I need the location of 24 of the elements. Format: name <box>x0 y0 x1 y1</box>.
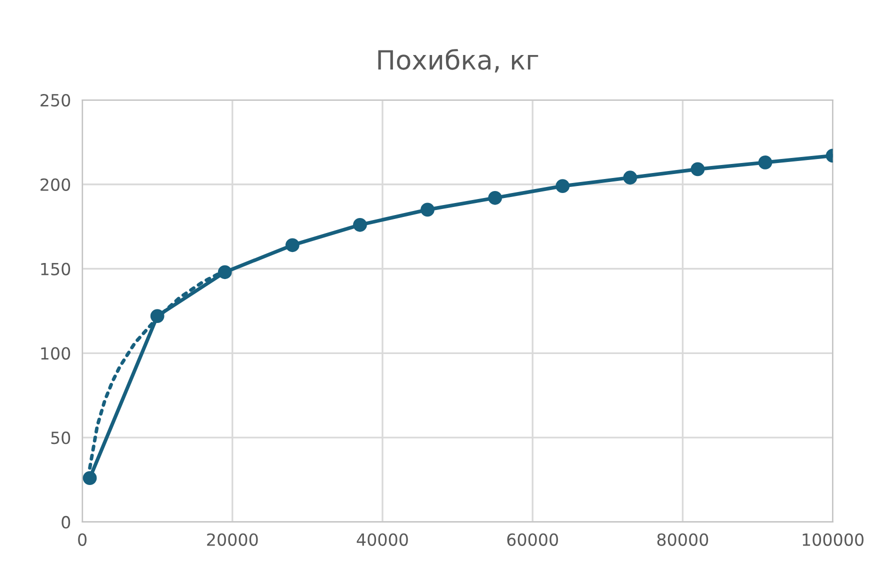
y-tick-label: 50 <box>51 432 70 444</box>
point <box>758 155 772 170</box>
point <box>690 162 705 176</box>
point <box>556 179 570 194</box>
point <box>218 265 232 280</box>
x-tick-label: 100000 <box>802 533 864 546</box>
y-tick-label: 200 <box>40 178 70 191</box>
point <box>82 471 97 485</box>
y-tick-label: 150 <box>41 262 70 276</box>
y-tick-label: 0 <box>62 516 70 529</box>
point <box>623 170 638 185</box>
x-tick-label: 60000 <box>507 533 558 546</box>
x-tick-label: 20000 <box>207 533 258 546</box>
x-tick-label: 40000 <box>356 533 408 546</box>
y-tick-label: 250 <box>40 94 70 107</box>
y-tick-label: 100 <box>41 347 70 360</box>
point <box>285 238 300 252</box>
point <box>488 190 502 205</box>
x-tick-label: 0 <box>78 533 86 546</box>
point <box>353 218 367 232</box>
x-tick-label: 80000 <box>657 533 708 546</box>
chart-title: Похибка, кг <box>378 48 538 73</box>
point <box>420 202 434 217</box>
point <box>150 309 164 323</box>
